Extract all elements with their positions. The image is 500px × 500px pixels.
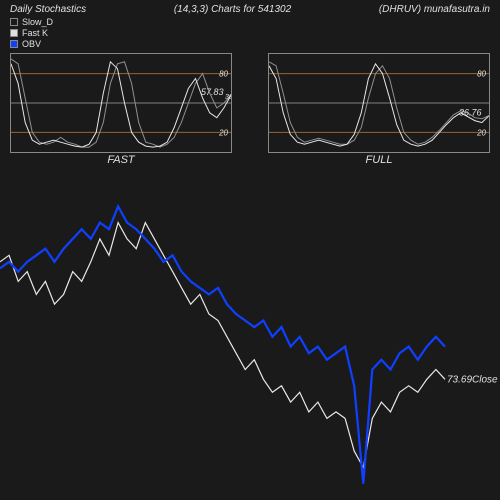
legend-fast-k: Fast K: [22, 28, 48, 39]
price-chart: 73.69Close: [0, 190, 500, 500]
swatch-slow-d: [10, 18, 18, 26]
title-right: (DHRUV) munafasutra.in: [379, 4, 490, 15]
svg-text:73.69Close: 73.69Close: [447, 374, 498, 385]
title-left: Daily Stochastics: [10, 4, 86, 15]
fast-chart: FAST 208057.8330: [10, 53, 232, 153]
legend-slow-d: Slow_D: [22, 17, 53, 28]
svg-text:36.76: 36.76: [459, 108, 482, 118]
legend: Slow_D Fast K OBV: [0, 17, 500, 53]
svg-text:20: 20: [218, 129, 228, 138]
fast-label: FAST: [107, 154, 134, 166]
title-center: (14,3,3) Charts for 541302: [174, 4, 291, 15]
svg-text:20: 20: [476, 129, 486, 138]
legend-obv: OBV: [22, 39, 41, 50]
swatch-fast-k: [10, 29, 18, 37]
swatch-obv: [10, 40, 18, 48]
full-label: FULL: [366, 154, 393, 166]
svg-text:57.83: 57.83: [201, 88, 224, 98]
full-chart: FULL 208036.76: [268, 53, 490, 153]
svg-text:80: 80: [477, 70, 486, 79]
svg-text:80: 80: [219, 70, 228, 79]
svg-text:30: 30: [225, 95, 231, 102]
